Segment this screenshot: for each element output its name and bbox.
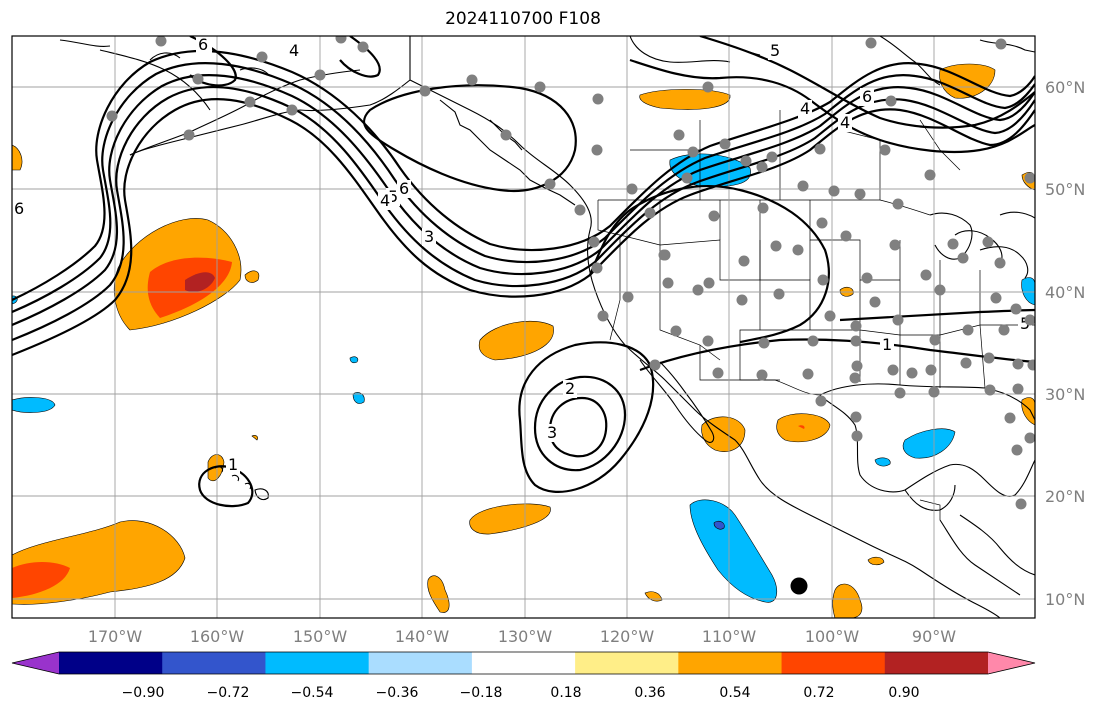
lon-label: 130°W — [498, 627, 553, 646]
contour-label: 5 — [1020, 314, 1030, 333]
colorbar-tick-label: −0.72 — [207, 685, 250, 701]
colorbar-segment — [162, 652, 266, 674]
colorbar-tick-label: 0.72 — [803, 685, 834, 701]
lat-label: 60°N — [1045, 78, 1085, 97]
map-frame — [11, 35, 1036, 619]
colorbar-segment — [368, 652, 473, 674]
map-panel: 6 4 5 6 4 6 5 6 3 2 3 1 1 5 — [12, 35, 1035, 618]
contour-label: 3 — [547, 423, 557, 442]
colorbar-tick-label: 0.18 — [550, 685, 581, 701]
longitude-labels: 170°W 160°W 150°W 140°W 130°W 120°W 110°… — [88, 627, 956, 646]
colorbar-segment — [575, 652, 679, 674]
lat-label: 20°N — [1045, 487, 1085, 506]
lon-label: 150°W — [293, 627, 348, 646]
contour-label: 5 — [388, 187, 398, 206]
colorbar-tick-label: 0.54 — [719, 685, 750, 701]
colorbar-extend-low — [12, 652, 59, 674]
colorbar-tick-label: 0.90 — [888, 685, 919, 701]
contour-label: 6 — [862, 87, 872, 106]
contour-label: 4 — [800, 99, 810, 118]
colorbar-tick-label: −0.90 — [122, 685, 165, 701]
contour-label: 5 — [770, 41, 780, 60]
colorbar — [11, 651, 1036, 675]
lat-label: 40°N — [1045, 283, 1085, 302]
lat-lon-grid — [12, 36, 1035, 618]
lon-label: 100°W — [805, 627, 860, 646]
height-contours — [12, 36, 1035, 508]
lat-label: 30°N — [1045, 385, 1085, 404]
colorbar-tick-labels: −0.90 −0.72 −0.54 −0.36 −0.18 0.18 0.36 … — [122, 685, 920, 701]
shaded-anomalies — [12, 63, 1035, 618]
colorbar-tick-label: −0.18 — [460, 685, 503, 701]
plot-title: 2024110700 F108 — [445, 9, 601, 29]
colorbar-segment — [678, 652, 783, 674]
colorbar-extend-high — [988, 652, 1035, 674]
contour-label: 4 — [380, 191, 390, 210]
colorbar-segment — [884, 652, 989, 674]
colorbar-tick-label: −0.54 — [291, 685, 334, 701]
colorbar-tick-label: 0.36 — [634, 685, 665, 701]
contour-label: 1 — [228, 455, 238, 474]
contour-label: 6 — [14, 199, 24, 218]
lon-label: 160°W — [190, 627, 245, 646]
contour-labels: 6 4 5 6 4 6 5 6 3 2 3 1 1 5 — [12, 35, 1032, 474]
lon-label: 120°W — [600, 627, 655, 646]
colorbar-segment — [265, 652, 370, 674]
lon-label: 110°W — [702, 627, 757, 646]
lat-label: 50°N — [1045, 180, 1085, 199]
contour-label: 1 — [882, 335, 892, 354]
lon-label: 170°W — [88, 627, 143, 646]
contour-label: 6 — [399, 179, 409, 198]
colorbar-tick-label: −0.36 — [376, 685, 419, 701]
contour-label: 4 — [840, 113, 850, 132]
latitude-labels: 60°N 50°N 40°N 30°N 20°N 10°N — [1045, 78, 1085, 609]
contour-label: 4 — [289, 41, 299, 60]
lat-label: 10°N — [1045, 590, 1085, 609]
lon-label: 140°W — [395, 627, 450, 646]
colorbar-segment — [471, 652, 576, 674]
lon-label: 90°W — [912, 627, 956, 646]
contour-label: 6 — [198, 35, 208, 54]
contour-label: 3 — [424, 227, 434, 246]
contour-label: 2 — [565, 379, 575, 398]
colorbar-segment — [781, 652, 886, 674]
highlight-marker — [790, 577, 808, 595]
station-markers — [106, 36, 1035, 510]
colorbar-segment — [59, 652, 163, 674]
colorbar-outline — [11, 651, 1036, 675]
